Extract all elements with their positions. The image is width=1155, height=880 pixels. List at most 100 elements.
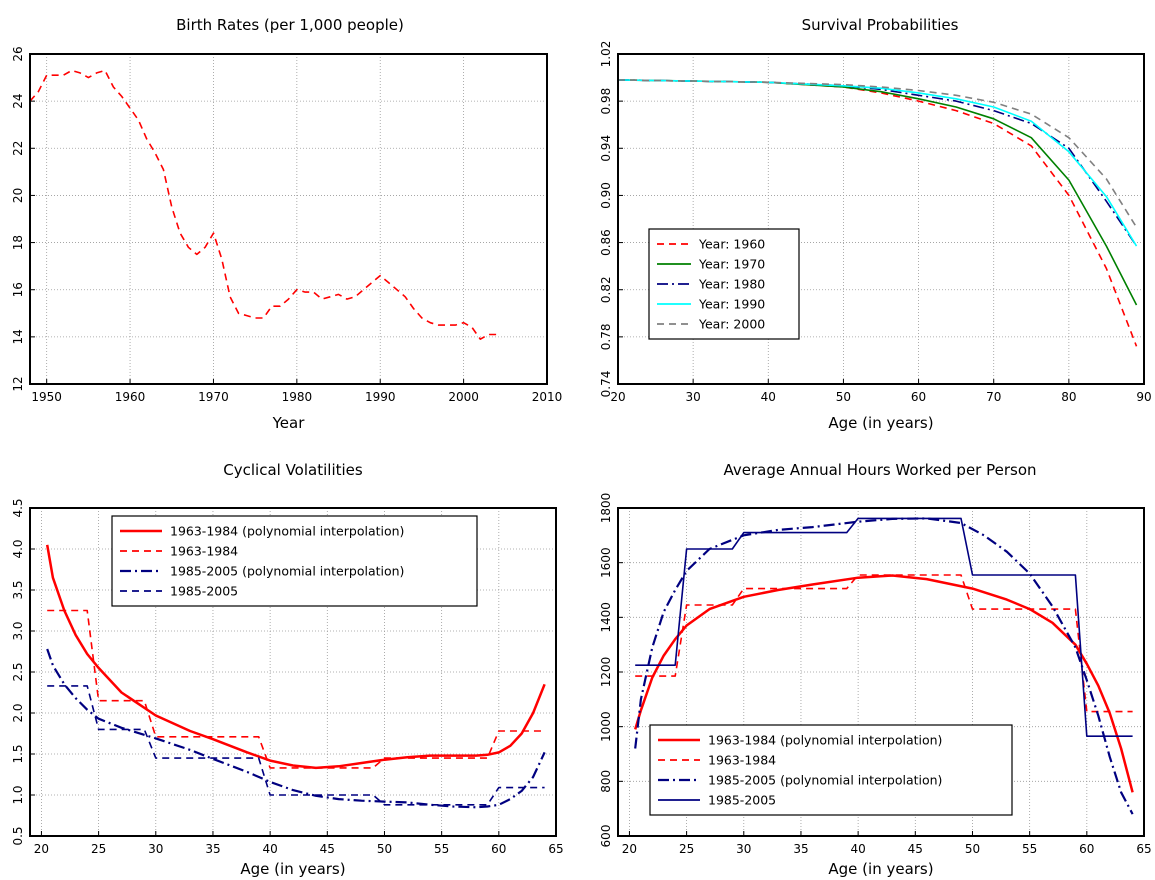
y-tick-label: 3.0 (11, 621, 25, 640)
x-tick-label: 25 (91, 842, 106, 856)
y-tick-label: 2.5 (11, 662, 25, 681)
y-tick-label: 4.5 (11, 498, 25, 517)
series-line-1 (30, 69, 497, 341)
y-tick-label: 18 (11, 235, 25, 250)
x-tick-label: 1960 (115, 390, 146, 404)
y-tick-label: 0.74 (599, 371, 613, 398)
x-tick-label: 20 (622, 842, 637, 856)
x-tick-label: 50 (377, 842, 392, 856)
plot-frame (617, 53, 1145, 385)
legend-label: 1963-1984 (708, 753, 776, 768)
y-tick-label: 4.0 (11, 539, 25, 558)
y-tick-label: 3.5 (11, 580, 25, 599)
legend-label: 1985-2005 (polynomial interpolation) (708, 773, 942, 788)
legend-label: Year: 1970 (698, 257, 765, 272)
chart-title: Average Annual Hours Worked per Person (723, 461, 1036, 479)
x-tick-label: 60 (491, 842, 506, 856)
y-tick-label: 22 (11, 141, 25, 156)
x-tick-label: 35 (793, 842, 808, 856)
x-tick-label: 60 (1079, 842, 1094, 856)
legend: Year: 1960 Year: 1970 Year: 1980 Year: 1990… (648, 228, 800, 340)
y-tick-label: 24 (11, 94, 25, 109)
legend-label: Year: 2000 (698, 317, 765, 332)
x-tick-label: 40 (262, 842, 277, 856)
x-tick-label: 45 (908, 842, 923, 856)
y-tick-label: 1000 (599, 711, 613, 742)
legend-box (649, 724, 1013, 816)
x-axis-label: Age (in years) (828, 860, 933, 878)
y-tick-label: 1200 (599, 657, 613, 688)
chart-title: Cyclical Volatilities (223, 461, 363, 479)
series-line-1 (634, 574, 1134, 793)
y-tick-label: 20 (11, 188, 25, 203)
y-tick-label: 0.82 (599, 276, 613, 303)
x-tick-label: 40 (761, 390, 776, 404)
chart-title: Survival Probabilities (802, 16, 959, 34)
series-line-4 (47, 685, 545, 806)
legend-label: 1963-1984 (170, 544, 238, 559)
y-tick-label: 14 (11, 329, 25, 344)
legend-label: 1985-2005 (polynomial interpolation) (170, 564, 404, 579)
y-tick-label: 1400 (599, 602, 613, 633)
legend-label: Year: 1980 (698, 277, 765, 292)
x-tick-label: 30 (736, 842, 751, 856)
y-tick-label: 0.90 (599, 182, 613, 209)
y-tick-label: 1.02 (599, 41, 613, 68)
y-tick-label: 1.5 (11, 744, 25, 763)
x-tick-label: 60 (911, 390, 926, 404)
x-tick-label: 80 (1061, 390, 1076, 404)
legend-label: 1985-2005 (170, 584, 238, 599)
series-line-4 (635, 517, 1133, 738)
series-line-5 (618, 79, 1138, 228)
x-tick-label: 65 (1136, 842, 1151, 856)
series-line-3 (618, 79, 1138, 247)
x-tick-label: 70 (986, 390, 1001, 404)
x-axis-label: Age (in years) (828, 414, 933, 432)
x-tick-label: 35 (205, 842, 220, 856)
chart-panel-2: Survival Probabilities 20 30 40 50 60 70 80 90 0.… (599, 16, 1152, 432)
y-tick-label: 1800 (599, 493, 613, 524)
x-tick-label: 30 (148, 842, 163, 856)
chart-panel-3: Cyclical Volatilities 20 25 30 35 40 45 50 55 60 6… (11, 461, 564, 878)
legend-label: Year: 1990 (698, 297, 765, 312)
y-tick-label: 1600 (599, 547, 613, 578)
x-tick-label: 30 (686, 390, 701, 404)
x-axis-label: Year (272, 414, 306, 432)
x-tick-label: 50 (836, 390, 851, 404)
x-tick-label: 45 (320, 842, 335, 856)
legend-label: 1963-1984 (polynomial interpolation) (170, 524, 404, 539)
legend-label: 1985-2005 (708, 793, 776, 808)
y-tick-label: 2.0 (11, 703, 25, 722)
x-tick-label: 25 (679, 842, 694, 856)
y-tick-label: 0.98 (599, 88, 613, 115)
legend: 1963-1984 (polynomial interpolation) 1963… (649, 724, 1013, 816)
x-tick-label: 55 (1022, 842, 1037, 856)
y-tick-label: 26 (11, 46, 25, 61)
y-tick-label: 0.5 (11, 826, 25, 845)
y-tick-label: 0.86 (599, 229, 613, 256)
x-tick-label: 20 (34, 842, 49, 856)
x-tick-label: 90 (1136, 390, 1151, 404)
y-tick-label: 800 (599, 770, 613, 793)
x-tick-label: 1980 (282, 390, 313, 404)
x-tick-label: 65 (548, 842, 563, 856)
y-tick-label: 0.94 (599, 135, 613, 162)
x-tick-label: 2010 (532, 390, 563, 404)
y-tick-label: 0.78 (599, 323, 613, 350)
series-line-3 (46, 648, 546, 809)
legend-label: 1963-1984 (polynomial interpolation) (708, 733, 942, 748)
y-tick-label: 1.0 (11, 785, 25, 804)
x-tick-label: 1970 (198, 390, 229, 404)
legend: 1963-1984 (polynomial interpolation) 1963… (111, 515, 478, 607)
legend-box (111, 515, 478, 607)
series-line-4 (618, 79, 1138, 247)
y-tick-label: 600 (599, 825, 613, 848)
x-tick-label: 2000 (448, 390, 479, 404)
x-tick-label: 20 (610, 390, 625, 404)
x-axis-label: Age (in years) (240, 860, 345, 878)
series-line-2 (635, 574, 1133, 713)
x-tick-label: 55 (434, 842, 449, 856)
x-tick-label: 1950 (31, 390, 62, 404)
legend-label: Year: 1960 (698, 237, 765, 252)
